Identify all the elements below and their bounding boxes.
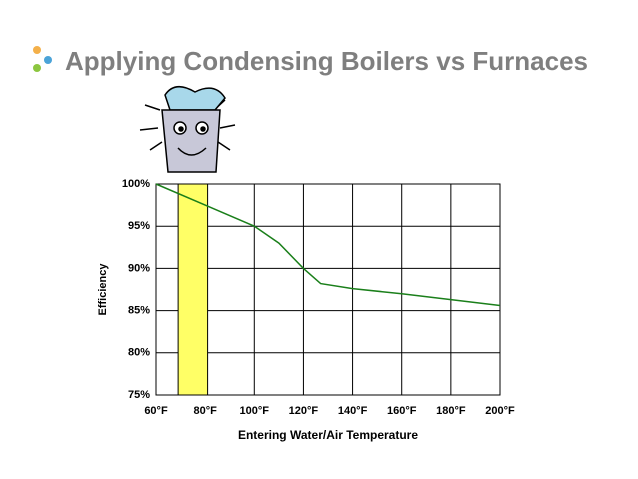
x-tick-label: 120°F [289,405,319,417]
y-tick-label: 75% [128,389,150,401]
chart: 75% 80% 85% 90% 95% 100% 60°F 80°F 100°F 120°F 140… [97,178,515,442]
x-tick-label: 160°F [387,405,417,417]
efficiency-line [155,183,501,307]
x-tick-label: 140°F [338,405,368,417]
y-tick-label: 80% [128,347,150,359]
bullet-dot [44,56,52,64]
plot-area [155,183,501,396]
shaded-range [177,183,209,396]
y-tick-label: 100% [122,178,150,190]
x-tick-label: 180°F [436,405,466,417]
x-axis-label: Entering Water/Air Temperature [238,428,418,442]
x-tick-label: 200°F [485,405,515,417]
bullet-dot [33,64,41,72]
y-tick-label: 85% [128,305,150,317]
boiler-clipart [139,86,236,173]
bullet-dot [33,46,41,54]
y-tick-label: 95% [128,220,150,232]
y-tick-label: 90% [128,262,150,274]
x-tick-label: 60°F [144,405,168,417]
x-tick-label: 100°F [240,405,270,417]
slide-title: Applying Condensing Boilers vs Furnaces [65,46,588,76]
x-tick-label: 80°F [193,405,217,417]
y-axis-label: Efficiency [97,263,109,316]
